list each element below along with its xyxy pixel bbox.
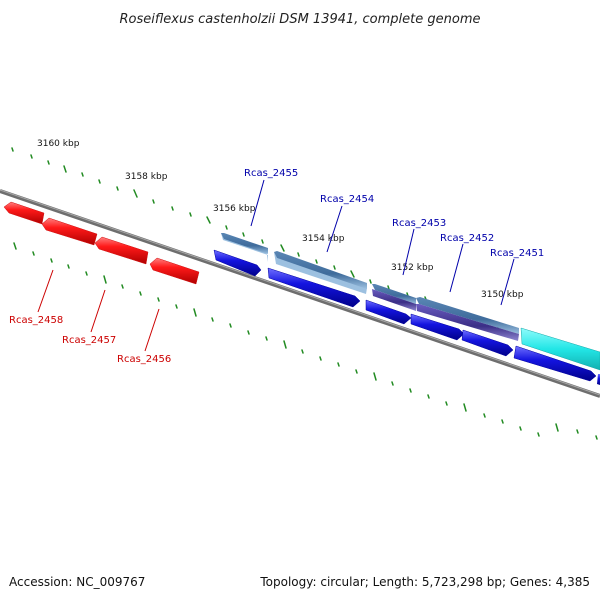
gene-blue-5[interactable] <box>461 329 514 357</box>
reverse-strand-genes <box>3 201 200 285</box>
gene-rcas-2452-upper[interactable] <box>416 297 519 341</box>
accession-text: Accession: NC_009767 <box>9 575 145 589</box>
gene-label-rcas-2451[interactable]: Rcas_2451 <box>490 248 544 259</box>
gene-label-rcas-2453[interactable]: Rcas_2453 <box>392 218 446 229</box>
gene-rcas-2453-upper[interactable] <box>372 284 416 311</box>
gene-label-rcas-2457[interactable]: Rcas_2457 <box>62 335 116 346</box>
upper-track-genes <box>221 233 600 371</box>
genome-backbone <box>0 189 600 398</box>
gene-blue-3[interactable] <box>365 299 412 325</box>
gene-label-rcas-2454[interactable]: Rcas_2454 <box>320 194 374 205</box>
gene-blue-7[interactable] <box>597 374 600 385</box>
gene-rcas-2456b[interactable] <box>149 257 200 285</box>
gene-rcas-2457[interactable] <box>41 217 98 246</box>
gene-label-rcas-2456[interactable]: Rcas_2456 <box>117 354 171 365</box>
gene-rcas-2458[interactable] <box>3 201 45 225</box>
kbp-label: 3156 kbp <box>213 204 256 214</box>
gene-rcas-2456[interactable] <box>94 236 149 265</box>
gene-label-rcas-2458[interactable]: Rcas_2458 <box>9 315 63 326</box>
gene-blue-1[interactable] <box>213 249 262 277</box>
top-gene-labels: Rcas_2455 Rcas_2454 Rcas_2453 Rcas_2452 … <box>244 168 544 306</box>
gene-blue-6[interactable] <box>513 345 597 382</box>
kbp-label: 3158 kbp <box>125 172 168 182</box>
forward-strand-genes <box>213 249 600 385</box>
gene-blue-4[interactable] <box>410 313 465 341</box>
bottom-gene-labels: Rcas_2458 Rcas_2457 Rcas_2456 <box>9 269 171 365</box>
gene-rcas-2451-upper[interactable] <box>520 327 600 371</box>
gene-rcas-2454-upper[interactable] <box>274 251 367 294</box>
genome-summary-text: Topology: circular; Length: 5,723,298 bp… <box>259 575 590 589</box>
gene-label-rcas-2452[interactable]: Rcas_2452 <box>440 233 494 244</box>
gene-blue-2[interactable] <box>267 267 361 308</box>
gene-rcas-2455-upper[interactable] <box>221 233 268 262</box>
tick-row-inner <box>13 242 598 440</box>
kbp-labels: 3160 kbp 3158 kbp 3156 kbp 3154 kbp 3152… <box>37 139 524 300</box>
kbp-label: 3160 kbp <box>37 139 80 149</box>
gene-label-rcas-2455[interactable]: Rcas_2455 <box>244 168 298 179</box>
map-title: Roseiflexus castenholzii DSM 13941, comp… <box>120 12 481 27</box>
kbp-label: 3152 kbp <box>391 263 434 273</box>
kbp-label: 3154 kbp <box>302 234 345 244</box>
kbp-label: 3150 kbp <box>481 290 524 300</box>
